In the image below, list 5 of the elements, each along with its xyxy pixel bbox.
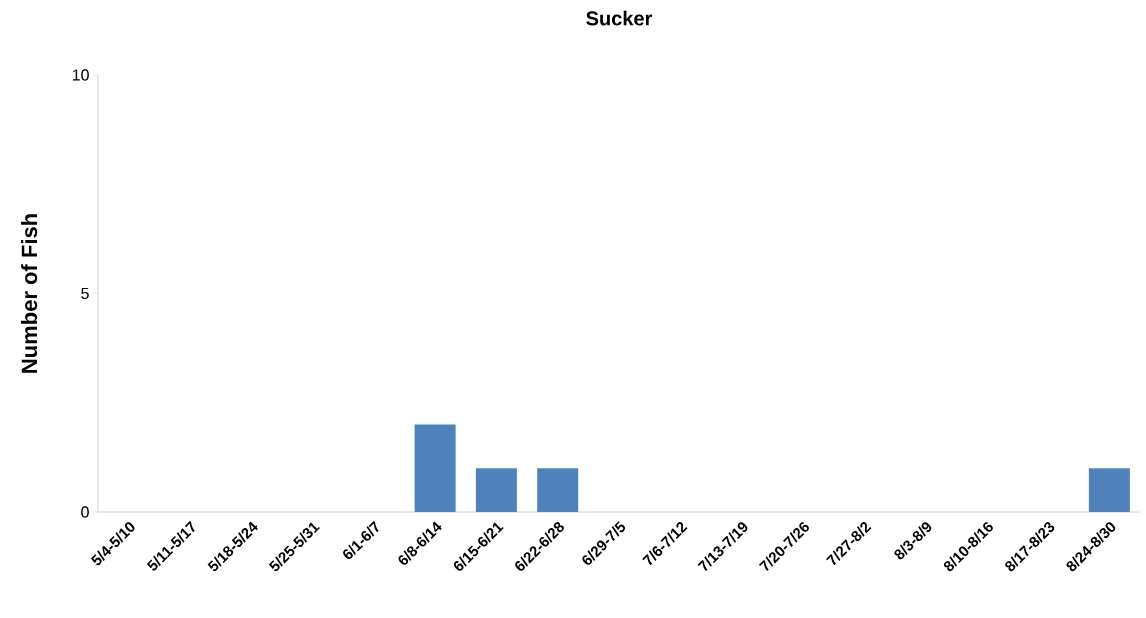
y-tick-label: 10 — [72, 69, 89, 81]
y-tick-label: 5 — [81, 287, 89, 300]
y-axis-title: Number of Fish — [21, 214, 38, 373]
y-tick-label: 0 — [81, 506, 89, 518]
chart-title: Sucker — [586, 10, 653, 26]
